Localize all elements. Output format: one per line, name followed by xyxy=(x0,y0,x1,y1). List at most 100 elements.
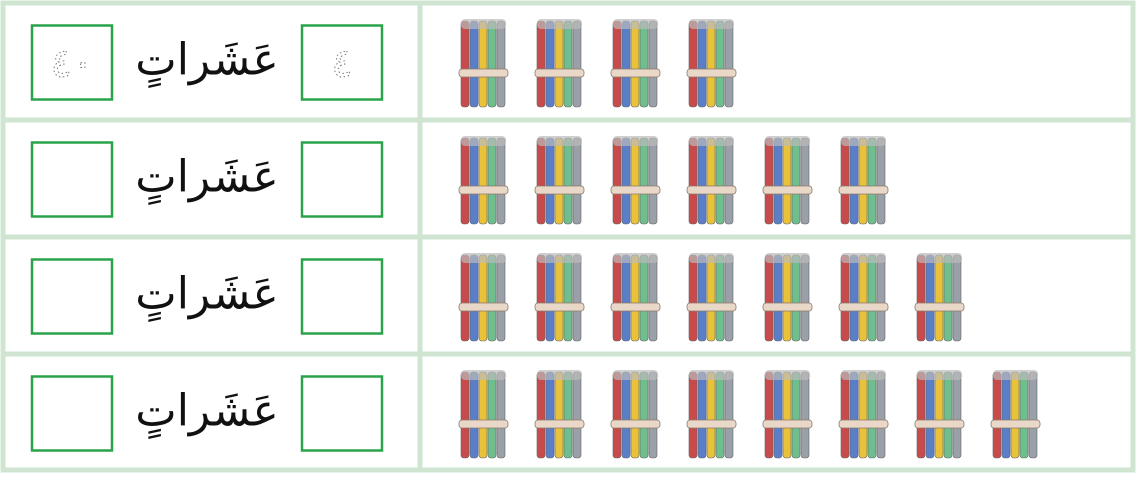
bundle-band xyxy=(610,185,661,195)
stick-tips xyxy=(461,253,506,263)
stick xyxy=(536,254,546,342)
stick-tips xyxy=(689,370,734,380)
stick xyxy=(840,137,850,225)
ten-bundle xyxy=(458,253,509,342)
stick xyxy=(487,20,497,108)
stick xyxy=(688,254,698,342)
stick xyxy=(630,20,640,108)
stick xyxy=(800,254,810,342)
stick xyxy=(621,137,631,225)
stick xyxy=(706,137,716,225)
stick xyxy=(849,371,859,459)
stick xyxy=(478,137,488,225)
ten-bundle xyxy=(762,136,813,225)
stick xyxy=(1010,371,1020,459)
stick xyxy=(639,137,649,225)
stick-tips xyxy=(613,370,658,380)
stick-tips xyxy=(613,19,658,29)
table-grid xyxy=(0,0,1136,473)
stick xyxy=(925,254,935,342)
ten-bundle xyxy=(914,370,965,459)
bundle-band xyxy=(762,419,813,429)
stick xyxy=(478,254,488,342)
answer-box xyxy=(300,375,384,452)
stick xyxy=(648,20,658,108)
bundle-band xyxy=(458,185,509,195)
stick-tips xyxy=(765,136,810,146)
ten-bundle xyxy=(534,19,585,108)
stick xyxy=(496,254,506,342)
stick xyxy=(773,254,783,342)
stick xyxy=(487,254,497,342)
stick xyxy=(469,20,479,108)
stick xyxy=(840,371,850,459)
bundle-band xyxy=(610,302,661,312)
stick xyxy=(800,137,810,225)
stick xyxy=(791,137,801,225)
bundle-band xyxy=(686,68,737,78)
stick xyxy=(773,371,783,459)
stick xyxy=(496,371,506,459)
stick xyxy=(572,254,582,342)
stick-tips xyxy=(537,370,582,380)
stick xyxy=(992,371,1002,459)
stick xyxy=(1001,371,1011,459)
ten-bundle xyxy=(838,253,889,342)
stick-tips xyxy=(917,370,962,380)
stick xyxy=(764,254,774,342)
stick xyxy=(925,371,935,459)
stick xyxy=(563,254,573,342)
ten-bundle xyxy=(458,136,509,225)
stick xyxy=(469,254,479,342)
stick xyxy=(563,137,573,225)
answer-box xyxy=(30,24,114,101)
ten-bundle xyxy=(610,136,661,225)
stick xyxy=(876,137,886,225)
stick xyxy=(545,20,555,108)
stick-tips xyxy=(841,253,886,263)
ten-bundle xyxy=(534,370,585,459)
stick xyxy=(697,254,707,342)
bundle-band xyxy=(534,302,585,312)
stick xyxy=(554,20,564,108)
stick xyxy=(697,371,707,459)
bundle-band xyxy=(458,302,509,312)
stick xyxy=(621,20,631,108)
stick xyxy=(630,254,640,342)
stick xyxy=(612,137,622,225)
ten-bundle xyxy=(458,19,509,108)
stick xyxy=(849,137,859,225)
ten-bundle xyxy=(686,253,737,342)
stick-tips xyxy=(765,370,810,380)
stick xyxy=(867,137,877,225)
ten-bundle xyxy=(990,370,1041,459)
stick xyxy=(554,137,564,225)
stick xyxy=(469,371,479,459)
stick xyxy=(563,371,573,459)
answer-box xyxy=(300,141,384,218)
stick xyxy=(572,371,582,459)
stick xyxy=(706,254,716,342)
answer-box xyxy=(300,258,384,335)
stick-tips xyxy=(841,370,886,380)
tens-word: عَشَراتٍ xyxy=(135,386,278,440)
stick xyxy=(545,371,555,459)
bundle-band xyxy=(458,68,509,78)
ten-bundle xyxy=(762,370,813,459)
ten-bundle xyxy=(686,19,737,108)
stick xyxy=(460,20,470,108)
answer-box xyxy=(30,258,114,335)
stick xyxy=(478,20,488,108)
stick-tips xyxy=(613,253,658,263)
bundle-band xyxy=(534,185,585,195)
stick xyxy=(840,254,850,342)
ten-bundle xyxy=(534,253,585,342)
stick xyxy=(934,371,944,459)
stick xyxy=(858,137,868,225)
ten-bundle xyxy=(762,253,813,342)
stick xyxy=(715,137,725,225)
stick xyxy=(478,371,488,459)
bundle-band xyxy=(534,419,585,429)
stick xyxy=(782,137,792,225)
ten-bundle xyxy=(838,136,889,225)
